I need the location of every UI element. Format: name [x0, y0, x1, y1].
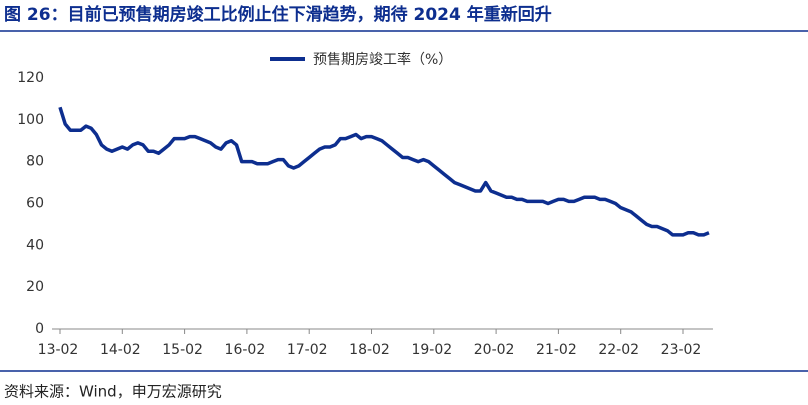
x-tick-label: 21-02 — [536, 342, 577, 358]
x-tick-label: 18-02 — [349, 342, 390, 358]
x-tick-label: 15-02 — [162, 342, 203, 358]
source: 资料来源：Wind，申万宏源研究 — [4, 383, 222, 401]
x-tick-label: 17-02 — [287, 342, 328, 358]
y-tick-label: 120 — [17, 70, 44, 86]
x-tick-label: 19-02 — [411, 342, 452, 358]
x-tick-label: 23-02 — [661, 342, 702, 358]
y-tick-label: 100 — [17, 112, 44, 128]
x-tick-label: 20-02 — [474, 342, 515, 358]
series-line — [58, 106, 710, 237]
legend-label: 预售期房竣工率（%） — [313, 51, 452, 68]
chart-title: 图 26：目前已预售期房竣工比例止住下滑趋势，期待 2024 年重新回升 — [4, 4, 552, 25]
y-tick-label: 60 — [26, 196, 44, 212]
x-tick-label: 16-02 — [225, 342, 266, 358]
y-tick-label: 20 — [26, 279, 44, 295]
x-tick-label: 14-02 — [100, 342, 141, 358]
x-tick-label: 22-02 — [598, 342, 639, 358]
y-tick-label: 80 — [26, 154, 44, 170]
y-tick-label: 40 — [26, 237, 44, 253]
x-tick-label: 13-02 — [38, 342, 79, 358]
y-tick-label: 0 — [35, 321, 44, 337]
